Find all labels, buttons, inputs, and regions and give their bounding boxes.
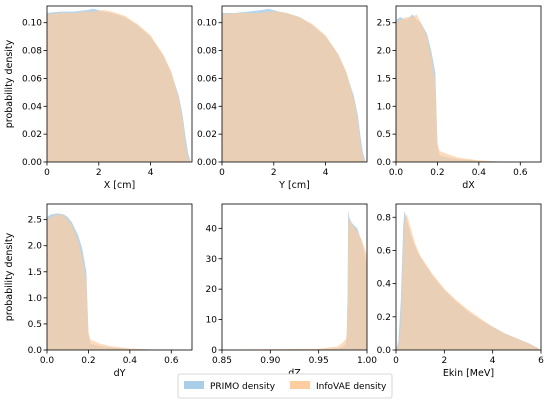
y-axis-label: probability density [4, 39, 15, 128]
axes-frame [46, 203, 193, 351]
x-tick-label: 2 [96, 168, 102, 178]
y-tick-label: 1.0 [377, 102, 392, 112]
y-tick-label: 0.02 [197, 130, 217, 140]
legend-label-infovae: InfoVAE density [316, 382, 387, 392]
x-tick-label: 0.0 [40, 356, 55, 366]
x-tick-label: 2 [441, 356, 447, 366]
y-tick-label: 0.8 [377, 213, 392, 223]
x-tick-label: 4 [323, 168, 329, 178]
legend-label-primo: PRIMO density [210, 382, 276, 392]
series-area-infovae [47, 214, 192, 350]
y-tick-label: 40 [206, 224, 218, 234]
y-tick-label: 0.08 [197, 47, 217, 57]
x-tick-label: 0.4 [123, 356, 138, 366]
series-area-infovae [47, 10, 191, 162]
series-area-infovae [222, 11, 366, 162]
legend: PRIMO density InfoVAE density [177, 373, 393, 399]
series-area-infovae [396, 213, 539, 350]
y-tick-label: 0.04 [197, 102, 217, 112]
x-tick-label: 4 [148, 168, 154, 178]
y-tick-label: 0.0 [377, 158, 392, 168]
x-tick-label: 0.6 [513, 168, 528, 178]
y-tick-label: 0.0 [377, 346, 392, 356]
panel-x: 0 2 4 0.00 0.02 0.04 0.06 0.08 0.10 X [cm] probabi… [4, 5, 193, 191]
panel-y: 0 2 4 0.00 0.02 0.04 0.06 0.08 0.10 Y [cm] [197, 5, 368, 191]
x-tick-label: 0.4 [472, 168, 487, 178]
series-area-infovae [222, 217, 367, 350]
axes-frame [221, 5, 368, 163]
x-tick-label: 0.2 [81, 356, 95, 366]
series-area-primo [222, 210, 367, 350]
y-tick-label: 0.00 [197, 158, 217, 168]
axes-frame [395, 5, 542, 163]
x-axis-label: dZ [288, 368, 301, 379]
x-axis-label: X [cm] [104, 180, 135, 191]
x-tick-label: 0.2 [430, 168, 444, 178]
y-tick-label: 0.2 [377, 313, 391, 323]
y-tick-label: 0.0 [28, 346, 43, 356]
panel-dz: 0.85 0.90 0.95 1.00 0 10 20 30 40 dZ [206, 203, 377, 379]
x-tick-label: 0 [219, 168, 225, 178]
panel-dx: 0.0 0.2 0.4 0.6 0.0 0.5 1.0 1.5 2.0 2.5 dX [377, 5, 542, 191]
x-tick-label: 0.6 [164, 356, 179, 366]
x-axis-label: dX [462, 180, 475, 191]
y-tick-label: 2.5 [377, 19, 391, 29]
y-tick-label: 0.10 [22, 19, 42, 29]
panel-ekin: 0 2 4 6 0.0 0.2 0.4 0.6 0.8 Ekin [MeV] [377, 203, 544, 379]
axes-frame [46, 5, 193, 163]
x-tick-label: 0 [393, 356, 399, 366]
panel-dy: 0.0 0.2 0.4 0.6 0.0 0.5 1.0 1.5 2.0 2.5 dY probabil… [4, 203, 193, 379]
series-area-infovae [396, 14, 541, 162]
y-tick-label: 2.5 [28, 216, 42, 226]
x-tick-label: 0.85 [212, 356, 232, 366]
y-tick-label: 0.06 [22, 74, 42, 84]
y-tick-label: 0.04 [22, 102, 42, 112]
x-tick-label: 0.0 [389, 168, 404, 178]
x-tick-label: 4 [490, 356, 496, 366]
y-axis-label: probability density [4, 232, 15, 321]
x-axis-label: dY [114, 368, 126, 379]
x-tick-label: 0.90 [260, 356, 280, 366]
legend-swatch-primo [184, 381, 204, 389]
y-tick-label: 0.06 [197, 74, 217, 84]
y-tick-label: 1.0 [28, 294, 43, 304]
y-tick-label: 0 [211, 346, 217, 356]
y-tick-label: 0.4 [377, 280, 392, 290]
y-tick-label: 20 [206, 285, 218, 295]
y-tick-label: 2.0 [377, 47, 392, 57]
x-tick-label: 0 [44, 168, 50, 178]
x-tick-label: 6 [538, 356, 544, 366]
y-tick-label: 0.08 [22, 47, 42, 57]
x-axis-label: Y [cm] [278, 180, 310, 191]
axes-frame [395, 203, 542, 351]
y-tick-label: 0.10 [197, 19, 217, 29]
x-axis-label: Ekin [MeV] [443, 368, 494, 379]
axes-frame [221, 203, 368, 351]
legend-swatch-infovae [290, 381, 310, 389]
y-tick-label: 10 [206, 316, 218, 326]
x-tick-label: 1.00 [357, 356, 377, 366]
y-tick-label: 0.00 [22, 158, 42, 168]
legend-frame [177, 373, 393, 399]
x-tick-label: 2 [271, 168, 277, 178]
y-tick-label: 30 [206, 255, 218, 265]
x-tick-label: 0.95 [309, 356, 329, 366]
y-tick-label: 0.5 [377, 130, 391, 140]
y-tick-label: 2.0 [28, 242, 43, 252]
y-tick-label: 0.02 [22, 130, 42, 140]
y-tick-label: 0.6 [377, 246, 392, 256]
y-tick-label: 1.5 [28, 268, 42, 278]
y-tick-label: 0.5 [28, 320, 42, 330]
y-tick-label: 1.5 [377, 74, 391, 84]
